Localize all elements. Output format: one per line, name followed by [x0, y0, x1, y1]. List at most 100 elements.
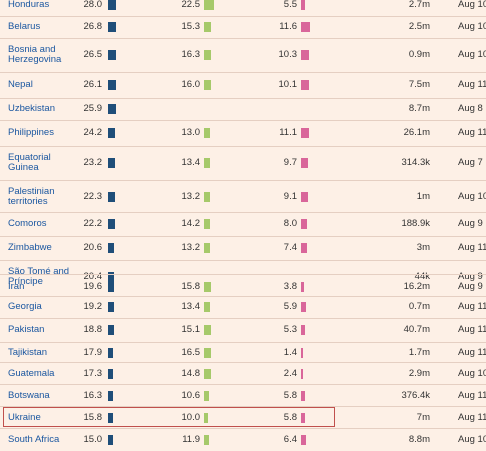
metric-1-value: 26.5: [83, 49, 103, 60]
date-value: Aug 11: [458, 390, 486, 401]
metric-1-bar: [108, 192, 115, 202]
date-value: Aug 10: [458, 21, 486, 32]
metric-3-value: 8.0: [283, 218, 297, 229]
date-value: Aug 10: [458, 0, 486, 10]
total-doses-value: 8.7m: [408, 103, 430, 114]
country-link[interactable]: Ukraine: [8, 412, 41, 423]
metric-2-bar: [204, 158, 210, 168]
metric-2-value: 13.4: [181, 301, 201, 312]
metric-3-value: 2.4: [283, 368, 297, 379]
metric-1-bar: [108, 435, 113, 445]
total-doses-value: 0.7m: [408, 301, 430, 312]
metric-1-bar: [108, 128, 115, 138]
metric-3-bar: [301, 282, 304, 292]
country-link[interactable]: Honduras: [8, 0, 50, 10]
metric-1-bar: [108, 391, 113, 401]
metric-1-bar: [108, 282, 114, 292]
total-doses-value: 188.9k: [401, 218, 430, 229]
table-row: Nepal 26.1 16.0 10.1 7.5m Aug 11: [0, 72, 486, 97]
metric-2-bar: [204, 435, 209, 445]
country-link[interactable]: Pakistan: [8, 324, 45, 335]
metric-1-value: 19.6: [83, 281, 103, 292]
metric-3-value: 6.4: [283, 434, 297, 445]
metric-2-bar: [204, 22, 211, 32]
metric-1-value: 26.8: [83, 21, 103, 32]
metric-3-bar: [301, 158, 308, 168]
metric-2-bar: [204, 302, 210, 312]
metric-3-bar: [301, 219, 307, 229]
date-value: Aug 7: [458, 157, 483, 168]
total-doses-value: 16.2m: [403, 281, 430, 292]
metric-1-value: 16.3: [83, 390, 103, 401]
country-link[interactable]: Iran: [8, 281, 25, 292]
metric-2-value: 10.6: [181, 390, 201, 401]
date-value: Aug 11: [458, 324, 486, 335]
metric-2-value: 14.8: [181, 368, 201, 379]
total-doses-value: 44k: [414, 271, 430, 282]
date-value: Aug 9: [458, 281, 483, 292]
total-doses-value: 3m: [416, 242, 430, 253]
metric-3-bar: [301, 348, 303, 358]
metric-2-bar: [204, 0, 214, 10]
total-doses-value: 7m: [416, 412, 430, 423]
country-link[interactable]: Georgia: [8, 301, 42, 312]
metric-2-value: 22.5: [181, 0, 201, 10]
metric-2-value: 13.2: [181, 191, 201, 202]
metric-3-value: 5.9: [283, 301, 297, 312]
total-doses-value: 40.7m: [403, 324, 430, 335]
metric-3-value: 1.4: [283, 347, 297, 358]
country-link[interactable]: Zimbabwe: [8, 242, 52, 253]
table-row: Zimbabwe 20.6 13.2 7.4 3m Aug 11: [0, 236, 486, 259]
date-value: Aug 10: [458, 49, 486, 60]
total-doses-value: 2.5m: [408, 21, 430, 32]
metric-2-bar: [204, 348, 211, 358]
metric-1-value: 20.4: [83, 271, 103, 282]
metric-3-bar: [301, 0, 305, 10]
country-link[interactable]: Nepal: [8, 79, 33, 90]
table-row: Ukraine 15.8 10.0 5.8 7m Aug 11: [0, 406, 486, 429]
country-link[interactable]: Bosnia and Herzegovina: [8, 44, 62, 65]
table-row: Georgia 19.2 13.4 5.9 0.7m Aug 11: [0, 296, 486, 317]
metric-1-value: 22.2: [83, 218, 103, 229]
metric-2-bar: [204, 243, 210, 253]
country-link[interactable]: Tajikistan: [8, 347, 48, 358]
metric-2-value: 13.0: [181, 127, 201, 138]
table-row: Iran 19.6 15.8 3.8 16.2m Aug 9: [0, 274, 486, 299]
metric-3-bar: [301, 192, 308, 202]
country-link[interactable]: Palestinian territories: [8, 186, 55, 207]
date-value: Aug 11: [458, 347, 486, 358]
table-row: Philippines 24.2 13.0 11.1 26.1m Aug 11: [0, 120, 486, 145]
metric-2-bar: [204, 192, 210, 202]
country-link[interactable]: Belarus: [8, 21, 41, 32]
metric-3-value: 5.8: [283, 412, 297, 423]
total-doses-value: 1m: [416, 191, 430, 202]
country-link[interactable]: Equatorial Guinea: [8, 152, 51, 173]
date-value: Aug 11: [458, 127, 486, 138]
country-link[interactable]: São Tomé and Príncipe: [8, 266, 70, 287]
metric-3-value: 11.6: [279, 21, 297, 32]
metric-1-bar: [108, 243, 114, 253]
table-row: Comoros 22.2 14.2 8.0 188.9k Aug 9: [0, 212, 486, 235]
country-link[interactable]: Comoros: [8, 218, 47, 229]
country-link[interactable]: Guatemala: [8, 368, 55, 379]
metric-2-bar: [204, 128, 210, 138]
metric-3-value: 7.4: [283, 242, 297, 253]
metric-2-bar: [204, 50, 211, 60]
metric-2-bar: [204, 282, 211, 292]
metric-1-value: 22.3: [83, 191, 103, 202]
metric-1-bar: [108, 219, 115, 229]
metric-3-bar: [301, 369, 303, 379]
metric-2-value: 16.5: [181, 347, 201, 358]
metric-3-bar: [301, 413, 305, 423]
metric-2-value: 13.4: [181, 157, 201, 168]
total-doses-value: 0.9m: [408, 49, 430, 60]
metric-3-value: 5.5: [283, 0, 297, 10]
metric-2-value: 16.3: [181, 49, 201, 60]
country-link[interactable]: Philippines: [8, 127, 54, 138]
metric-3-bar: [301, 50, 309, 60]
country-link[interactable]: Botswana: [8, 390, 50, 401]
country-link[interactable]: Uzbekistan: [8, 103, 55, 114]
metric-2-value: 10.0: [181, 412, 201, 423]
metric-3-bar: [301, 128, 309, 138]
metric-3-bar: [301, 80, 309, 90]
